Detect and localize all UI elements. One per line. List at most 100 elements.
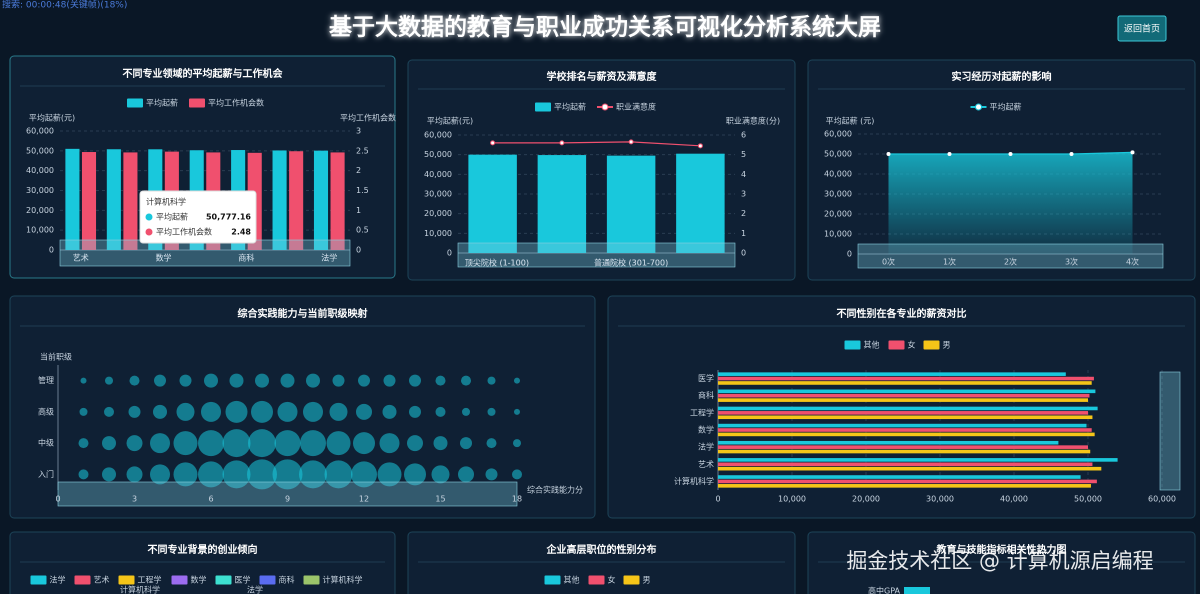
x-tick-label: 商科	[238, 253, 254, 263]
bar	[718, 475, 1081, 479]
y-tick-label: 3	[741, 190, 746, 199]
y-tick-label: 0	[447, 249, 452, 258]
line-point	[559, 140, 565, 146]
y-tick-label: 高中GPA	[868, 586, 901, 594]
x-tick-label: 2次	[1004, 257, 1017, 267]
legend-swatch	[544, 575, 561, 585]
axis-name: 职业满意度(分)	[726, 116, 780, 126]
legend-label: 女	[908, 340, 916, 350]
x-tick-label: 数学	[156, 253, 172, 263]
y-tick-label: 0.5	[356, 226, 369, 235]
bar	[606, 155, 656, 253]
bubble	[102, 436, 116, 451]
legend-label: 平均起薪	[990, 102, 1022, 112]
y-tick-label: 艺术	[698, 459, 714, 469]
legend-swatch	[588, 575, 605, 585]
bubble	[462, 407, 470, 416]
bar	[718, 432, 1095, 437]
bubble	[303, 401, 323, 422]
legend-swatch	[189, 98, 205, 108]
bubble	[486, 438, 497, 449]
bubble	[326, 431, 351, 456]
legend-swatch	[118, 575, 135, 585]
legend-swatch	[303, 575, 320, 585]
bubble	[225, 400, 248, 423]
line-point	[1069, 152, 1074, 156]
bubble	[382, 404, 397, 419]
panel-title: 不同性别在各专业的薪资对比	[837, 307, 967, 320]
legend-label: 医学	[235, 575, 251, 585]
x-tick-label: 艺术	[73, 253, 89, 263]
tooltip-value: 2.48	[231, 228, 251, 237]
y-tick-label: 20,000	[424, 209, 452, 218]
bar	[123, 152, 138, 250]
bubble	[404, 463, 426, 486]
heat-cell	[904, 587, 930, 594]
bubble	[173, 431, 198, 456]
bubble	[78, 438, 89, 449]
x-tick-label: 顶尖院校 (1-100)	[465, 258, 529, 268]
x-tick-label: 10,000	[778, 495, 806, 504]
bar	[718, 428, 1092, 432]
y-tick-label: 30,000	[424, 190, 452, 199]
x-tick-label: 15	[435, 495, 445, 504]
bubble	[201, 401, 221, 422]
bubble	[512, 469, 522, 480]
y-tick-label: 2.5	[356, 146, 369, 155]
bubble	[409, 405, 421, 418]
legend-label: 职业满意度	[616, 102, 656, 112]
bubble	[280, 373, 295, 388]
legend-swatch	[30, 575, 47, 585]
legend-label: 男	[943, 341, 951, 350]
bubble	[78, 469, 89, 480]
back-button[interactable]	[1117, 15, 1167, 42]
bubble	[129, 375, 140, 386]
x-tick-label: 20,000	[852, 495, 880, 504]
x-tick-label: 0	[55, 495, 60, 504]
line-point	[697, 143, 703, 149]
bubble	[329, 402, 348, 421]
legend-swatch	[535, 102, 551, 112]
x-tick-label: 数学	[156, 253, 172, 263]
panel	[9, 531, 396, 594]
bubble	[332, 374, 345, 387]
y-tick-label: 2	[356, 166, 361, 175]
bar	[313, 150, 329, 250]
y-tick-label: 10,000	[824, 230, 852, 239]
legend-label: 法学	[50, 575, 66, 585]
x-tick-label: 普通院校 (301-700)	[594, 258, 668, 268]
bubble	[198, 430, 224, 457]
y-tick-label: 30,000	[26, 186, 54, 195]
y-tick-label: 10,000	[26, 226, 54, 235]
x-tick-label: 艺术	[73, 253, 89, 263]
bubble	[435, 375, 446, 386]
y-tick-label: 工程学	[690, 407, 714, 417]
y-tick-label: 管理	[38, 375, 54, 385]
bubble	[248, 429, 276, 458]
bubble	[513, 439, 521, 448]
bar	[718, 389, 1096, 394]
zoom-slider	[457, 242, 736, 268]
y-tick-label: 0	[49, 246, 54, 255]
panel-title: 实习经历对起薪的影响	[952, 70, 1052, 83]
bar	[718, 381, 1092, 385]
panel-title: 学校排名与薪资及满意度	[547, 70, 658, 83]
back-button-label[interactable]: 返回首页	[1124, 23, 1160, 35]
bubble	[102, 467, 116, 482]
bar	[718, 445, 1088, 449]
y-tick-label: 0	[741, 249, 746, 258]
bubble	[126, 435, 143, 452]
bar	[718, 393, 1090, 398]
slice-label: 计算机科学	[120, 585, 160, 594]
bubble	[204, 373, 218, 388]
zoom-slider	[57, 481, 518, 507]
legend-label: 平均工作机会数	[208, 98, 264, 108]
y-tick-label: 法学	[698, 442, 714, 452]
legend-label: 数学	[191, 575, 207, 585]
x-tick-label: 4次	[1126, 257, 1139, 267]
y-tick-label: 40,000	[26, 166, 54, 175]
x-tick-label: 0	[715, 495, 720, 504]
legend-swatch	[623, 575, 640, 585]
bubble	[435, 406, 446, 417]
x-tick-label: 3	[132, 495, 137, 504]
